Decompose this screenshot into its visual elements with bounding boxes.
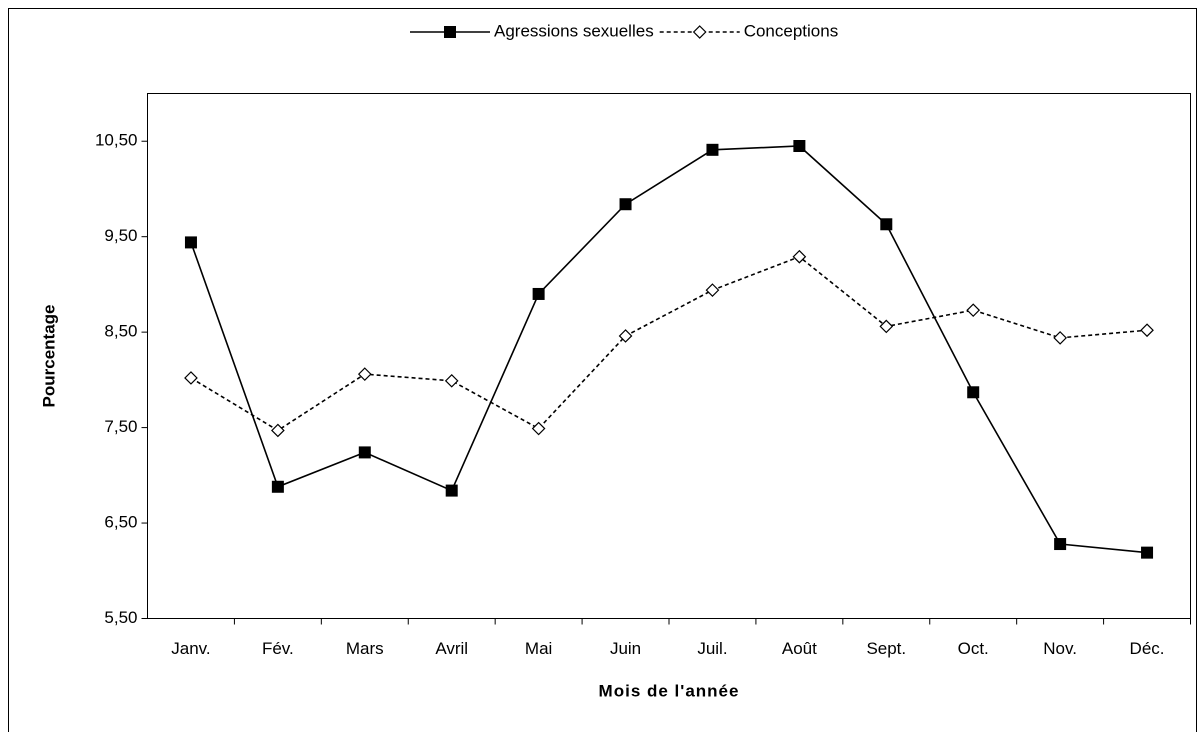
legend-label: Agressions sexuelles xyxy=(494,21,654,40)
series-marker xyxy=(358,446,371,459)
series-marker xyxy=(532,287,545,300)
series-marker xyxy=(793,140,806,152)
x-tick-label: Nov. xyxy=(1043,639,1077,658)
series-marker xyxy=(184,371,198,385)
series-marker xyxy=(531,421,546,436)
x-axis-label: Mois de l'année xyxy=(599,681,740,700)
series-marker xyxy=(706,143,719,156)
x-tick-label: Août xyxy=(782,639,817,658)
series-marker xyxy=(705,283,720,297)
series-marker xyxy=(619,198,632,211)
series-marker xyxy=(879,319,894,334)
series-marker xyxy=(967,386,980,399)
series-marker xyxy=(618,329,633,343)
y-tick-label: 10,50 xyxy=(95,131,138,150)
series-marker xyxy=(444,373,459,388)
y-tick-label: 9,50 xyxy=(104,226,137,245)
series-marker xyxy=(271,480,284,493)
series-marker xyxy=(1141,546,1154,559)
series-marker xyxy=(445,484,458,497)
series-marker xyxy=(1140,323,1154,338)
x-tick-label: Janv. xyxy=(171,639,210,658)
y-tick-label: 5,50 xyxy=(104,608,137,627)
y-axis-label: Pourcentage xyxy=(39,305,58,408)
x-tick-label: Déc. xyxy=(1130,639,1165,658)
x-tick-label: Mars xyxy=(346,639,384,658)
x-tick-label: Juil. xyxy=(697,639,727,658)
series-marker xyxy=(1053,331,1067,345)
series-marker xyxy=(271,423,285,438)
x-tick-label: Fév. xyxy=(262,639,294,658)
series-line xyxy=(190,145,1148,554)
x-tick-label: Mai xyxy=(525,639,552,658)
x-tick-label: Oct. xyxy=(958,639,989,658)
y-tick-label: 6,50 xyxy=(104,513,137,532)
x-tick-label: Avril xyxy=(435,639,468,658)
series-marker xyxy=(792,249,807,264)
chart-border xyxy=(8,8,1197,732)
x-tick-label: Sept. xyxy=(866,639,906,658)
series-line xyxy=(190,255,1148,432)
series-marker xyxy=(966,303,981,318)
series-marker xyxy=(880,218,893,231)
legend-marker xyxy=(692,25,707,39)
y-tick-label: 8,50 xyxy=(104,322,137,341)
x-tick-label: Juin xyxy=(610,639,641,658)
legend-label: Conceptions xyxy=(744,21,839,40)
y-tick-label: 7,50 xyxy=(104,417,137,436)
series-marker xyxy=(357,367,372,381)
series-marker xyxy=(184,236,197,249)
legend-marker xyxy=(444,26,456,38)
plot-area xyxy=(147,93,1191,619)
series-marker xyxy=(1054,538,1067,551)
